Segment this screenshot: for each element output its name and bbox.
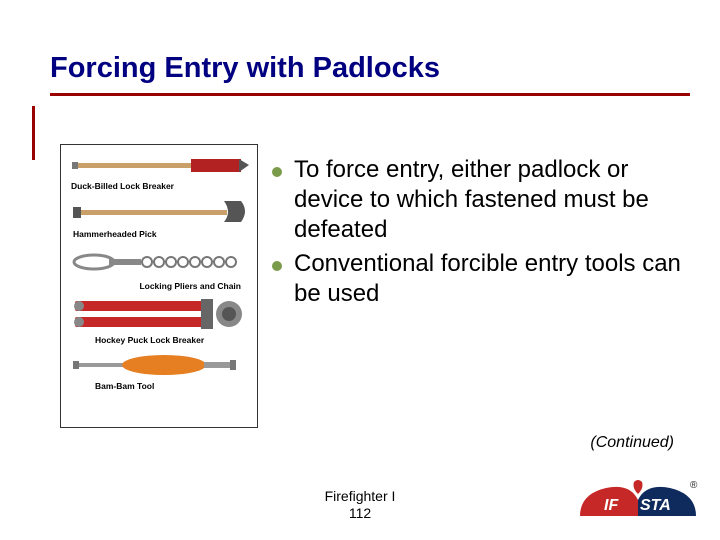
ifsta-logo: IF STA ® <box>578 476 698 524</box>
tool-label: Duck-Billed Lock Breaker <box>71 181 174 191</box>
tool-row: Bam-Bam Tool <box>67 351 251 391</box>
tool-row: Hammerheaded Pick <box>67 197 251 239</box>
tool-label: Hockey Puck Lock Breaker <box>95 335 204 345</box>
tool-label: Hammerheaded Pick <box>73 229 157 239</box>
svg-text:STA: STA <box>640 497 671 514</box>
tool-row: Duck-Billed Lock Breaker <box>67 153 251 191</box>
locking-pliers-chain-icon <box>69 245 249 279</box>
tool-row: Hockey Puck Lock Breaker <box>67 297 251 345</box>
svg-text:®: ® <box>690 480 698 491</box>
hockey-puck-breaker-icon <box>69 297 249 333</box>
continued-label: (Continued) <box>590 434 674 452</box>
tool-label: Bam-Bam Tool <box>95 381 154 391</box>
title-underline <box>50 93 690 96</box>
bullet-icon <box>272 261 282 271</box>
hammerheaded-pick-icon <box>69 197 249 227</box>
bullet-list: To force entry, either padlock or device… <box>272 155 690 313</box>
list-item: To force entry, either padlock or device… <box>272 155 690 245</box>
slide-title: Forcing Entry with Padlocks <box>50 52 690 93</box>
svg-text:IF: IF <box>604 497 619 514</box>
bullet-text: To force entry, either padlock or device… <box>294 155 690 245</box>
bam-bam-tool-icon <box>69 351 249 379</box>
tool-row: Locking Pliers and Chain <box>67 245 251 291</box>
left-accent-bar <box>32 106 35 160</box>
duck-billed-lock-breaker-icon <box>69 153 249 179</box>
footer-course: Firefighter I <box>325 488 396 504</box>
footer-page-number: 112 <box>349 505 371 521</box>
list-item: Conventional forcible entry tools can be… <box>272 249 690 309</box>
tool-label: Locking Pliers and Chain <box>139 281 241 291</box>
bullet-icon <box>272 167 282 177</box>
bullet-text: Conventional forcible entry tools can be… <box>294 249 690 309</box>
title-area: Forcing Entry with Padlocks <box>50 52 690 96</box>
tools-figure: Duck-Billed Lock Breaker Hammerheaded Pi… <box>60 144 258 428</box>
